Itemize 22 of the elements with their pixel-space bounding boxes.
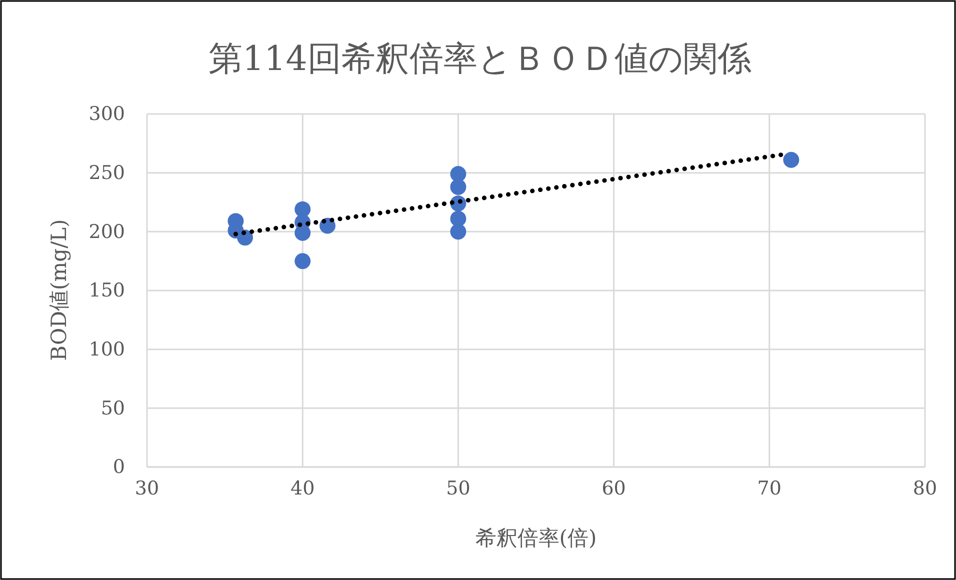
y-tick-label: 300 <box>88 103 125 126</box>
point <box>450 178 466 195</box>
point <box>294 253 311 270</box>
x-tick-label: 30 <box>134 477 160 500</box>
y-tick-label: 250 <box>88 162 125 184</box>
x-tick-label: 50 <box>446 477 470 500</box>
point <box>450 210 466 227</box>
y-tick-label: 200 <box>88 220 125 243</box>
chart-title: 第114回希釈倍率とＢＯＤ値の関係 <box>208 39 752 79</box>
point <box>450 166 466 182</box>
x-tick-label: 60 <box>602 477 626 500</box>
x-axis-title: 希釈倍率(倍) <box>475 526 597 550</box>
point <box>783 152 800 168</box>
y-tick-label: 100 <box>88 338 125 360</box>
x-tick-label: 40 <box>290 477 315 500</box>
y-tick-label: 50 <box>100 397 125 420</box>
y-tick-label: 150 <box>88 280 125 302</box>
point <box>450 224 466 240</box>
x-tick-label: 80 <box>912 477 938 500</box>
y-tick-label: 0 <box>112 456 125 478</box>
y-axis-title: BOD値(mg/L) <box>47 219 71 361</box>
x-tick-label: 70 <box>757 477 782 500</box>
